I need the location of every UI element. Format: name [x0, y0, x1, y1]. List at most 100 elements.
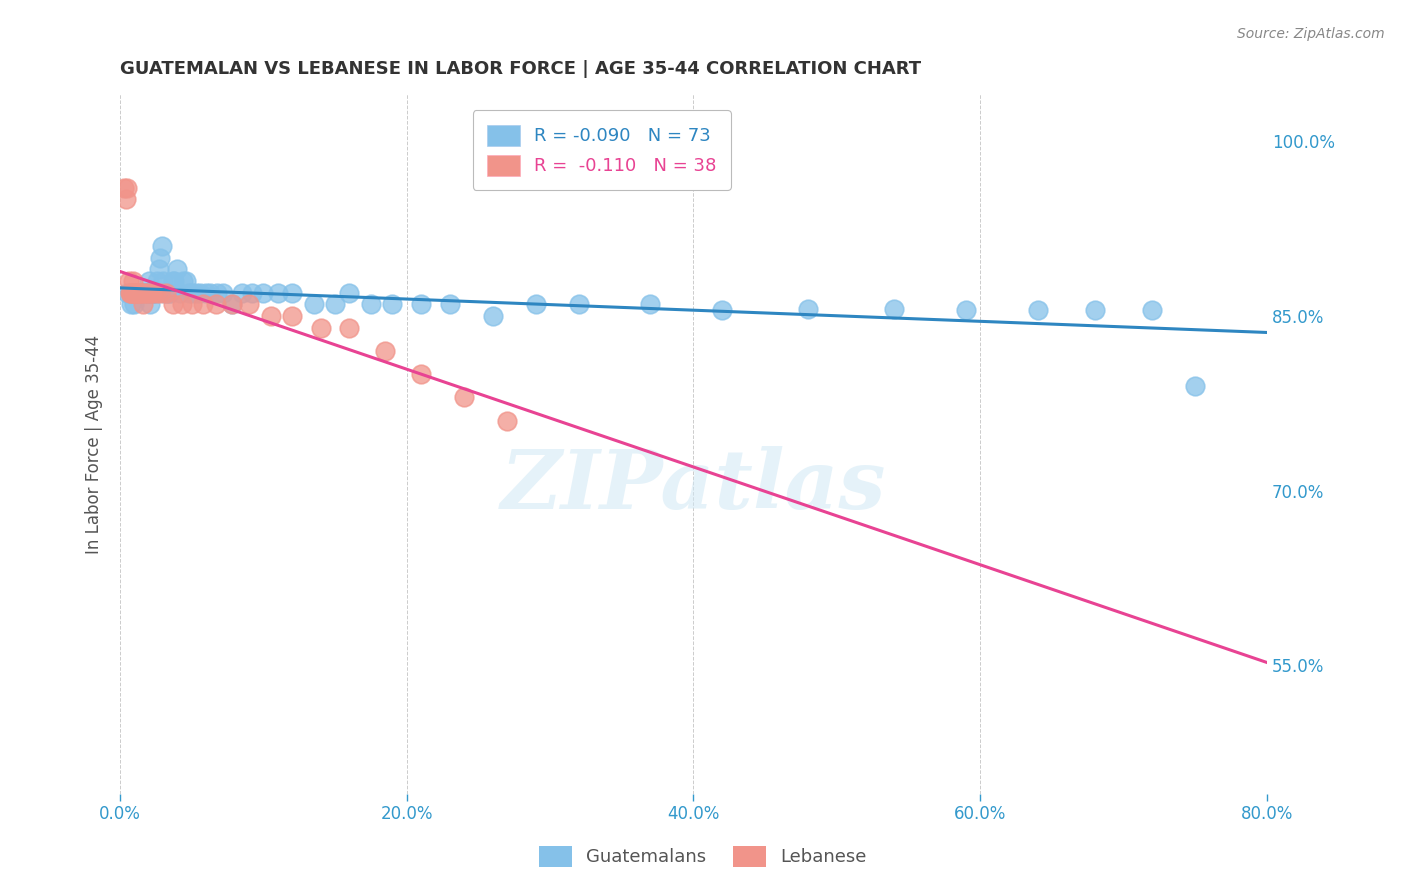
Point: [221, 297, 243, 311]
Point: [188, 285, 211, 300]
Point: [134, 285, 156, 300]
Point: [131, 285, 153, 300]
Point: [337, 285, 360, 300]
Point: [139, 285, 162, 300]
Point: [114, 192, 136, 206]
Point: [150, 239, 173, 253]
Legend: R = -0.090   N = 73, R =  -0.110   N = 38: R = -0.090 N = 73, R = -0.110 N = 38: [472, 111, 731, 190]
Point: [172, 274, 194, 288]
Point: [120, 285, 142, 300]
Point: [124, 285, 146, 300]
Point: [439, 297, 461, 311]
Point: [141, 285, 163, 300]
Point: [120, 285, 142, 300]
Point: [153, 285, 176, 300]
Point: [148, 262, 170, 277]
Point: [238, 297, 260, 311]
Point: [129, 285, 152, 300]
Point: [177, 285, 200, 300]
Point: [309, 320, 332, 334]
Point: [138, 285, 160, 300]
Point: [162, 274, 184, 288]
Point: [124, 285, 146, 300]
Point: [374, 343, 396, 358]
Point: [174, 274, 197, 288]
Point: [281, 285, 304, 300]
Point: [166, 262, 188, 277]
Point: [141, 285, 163, 300]
Point: [409, 367, 432, 381]
Point: [112, 180, 135, 194]
Point: [157, 285, 180, 300]
Point: [323, 297, 346, 311]
Point: [132, 285, 155, 300]
Point: [155, 285, 177, 300]
Point: [337, 320, 360, 334]
Point: [127, 285, 149, 300]
Point: [1184, 378, 1206, 392]
Point: [120, 297, 142, 311]
Point: [131, 285, 153, 300]
Point: [163, 274, 186, 288]
Point: [195, 285, 218, 300]
Point: [1026, 303, 1049, 318]
Point: [149, 285, 172, 300]
Point: [240, 285, 263, 300]
Point: [145, 285, 167, 300]
Point: [169, 285, 191, 300]
Point: [135, 285, 157, 300]
Point: [453, 391, 475, 405]
Point: [138, 285, 160, 300]
Point: [132, 297, 155, 311]
Point: [180, 297, 202, 311]
Point: [170, 297, 193, 311]
Point: [200, 285, 222, 300]
Point: [184, 285, 207, 300]
Point: [191, 297, 214, 311]
Point: [1140, 303, 1163, 318]
Point: [381, 297, 404, 311]
Point: [955, 303, 977, 318]
Point: [207, 285, 229, 300]
Point: [117, 274, 139, 288]
Point: [155, 285, 177, 300]
Point: [302, 297, 325, 311]
Point: [136, 285, 159, 300]
Point: [124, 285, 146, 300]
Point: [128, 285, 150, 300]
Point: [141, 285, 163, 300]
Point: [1084, 303, 1107, 318]
Point: [180, 285, 202, 300]
Point: [146, 274, 169, 288]
Point: [131, 285, 153, 300]
Point: [231, 285, 253, 300]
Point: [159, 285, 181, 300]
Point: [711, 303, 734, 318]
Point: [132, 285, 155, 300]
Point: [252, 285, 274, 300]
Point: [142, 285, 165, 300]
Point: [129, 285, 152, 300]
Point: [118, 285, 141, 300]
Point: [128, 285, 150, 300]
Legend: Guatemalans, Lebanese: Guatemalans, Lebanese: [531, 838, 875, 874]
Point: [259, 309, 281, 323]
Point: [152, 274, 174, 288]
Y-axis label: In Labor Force | Age 35-44: In Labor Force | Age 35-44: [86, 334, 103, 554]
Point: [481, 309, 503, 323]
Point: [360, 297, 382, 311]
Point: [115, 180, 138, 194]
Text: Source: ZipAtlas.com: Source: ZipAtlas.com: [1237, 27, 1385, 41]
Text: ZIPatlas: ZIPatlas: [501, 446, 886, 526]
Point: [797, 301, 820, 316]
Point: [143, 285, 166, 300]
Point: [139, 297, 162, 311]
Point: [266, 285, 288, 300]
Point: [134, 285, 156, 300]
Point: [124, 297, 146, 311]
Point: [212, 285, 235, 300]
Point: [221, 297, 243, 311]
Point: [524, 297, 547, 311]
Point: [118, 285, 141, 300]
Point: [162, 297, 184, 311]
